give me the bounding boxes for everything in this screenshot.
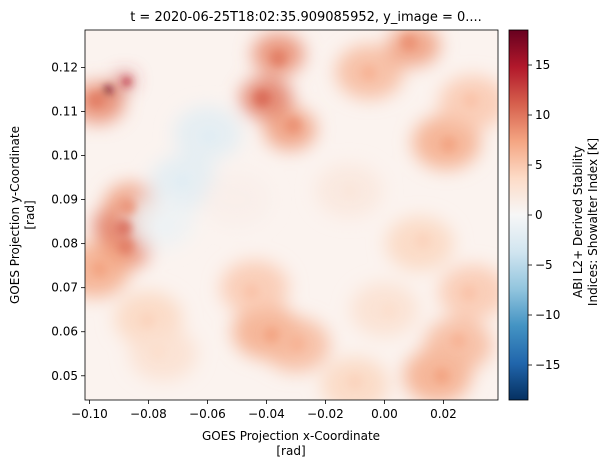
field-cell [117,238,134,255]
x-axis: −0.10 −0.08 −0.06 −0.04 −0.02 0.00 0.02 [71,400,457,421]
colorbar-tick-label: 10 [535,108,550,122]
chart-title: t = 2020-06-25T18:02:35.909085952, y_ima… [130,10,482,25]
field-cell [121,76,132,87]
y-tick-label: 0.09 [51,193,78,207]
y-axis: 0.05 0.06 0.07 0.08 0.09 0.10 0.11 0.12 [51,60,85,383]
field-cell [173,172,190,189]
colorbar-tick-label: −5 [535,258,553,272]
field-cell [285,117,302,134]
y-tick-label: 0.08 [51,237,78,251]
colorbar-tick-label: 15 [535,58,550,72]
colorbar-tick-label: −10 [535,308,560,322]
field-cell [288,335,305,352]
colorbar-label-line1: ABI L2+ Derived Stability [571,146,585,298]
field-cell [91,261,108,278]
field-cell [342,182,359,199]
field-cell [243,283,260,300]
field-cell [270,50,287,67]
field-cell [433,367,450,384]
x-axis-label: GOES Projection x-Coordinate [202,429,380,443]
x-axis-unit: [rad] [276,444,305,458]
field-cell [201,128,218,145]
colorbar-tick-label: 5 [535,158,543,172]
y-tick-label: 0.05 [51,369,78,383]
heatmap-area [84,29,499,401]
y-tick-label: 0.10 [51,149,78,163]
field-cell [346,373,363,390]
colorbar-tick-label: −15 [535,358,560,372]
x-tick-label: −0.04 [248,407,285,421]
field-cell [103,84,114,95]
field-cell [157,217,174,234]
y-axis-unit: [rad] [23,200,37,229]
heatmap-detail [88,34,479,390]
field-cell [150,343,167,360]
x-tick-label: 0.00 [371,407,398,421]
plot-frame [84,29,499,401]
y-tick-label: 0.07 [51,281,78,295]
colorbar-ticks: −15 −10 −5 0 5 10 15 [528,58,560,372]
field-cell [414,232,431,249]
field-cell [115,220,132,237]
y-tick-label: 0.12 [51,60,78,74]
x-tick-label: −0.06 [189,407,226,421]
field-cell [254,90,271,107]
field-cell [139,312,156,329]
colorbar-tick-label: 0 [535,208,543,222]
field-cell [462,92,479,109]
x-tick-label: 0.02 [430,407,457,421]
field-cell [119,198,136,215]
colorbar-label-line2: Indices: Showalter Index [K] [586,138,600,306]
field-cell [360,64,377,81]
y-axis-label: GOES Projection y-Coordinate [8,126,22,304]
field-cell [263,326,280,343]
colorbar: −15 −10 −5 0 5 10 15 ABI L2+ Derived Stability… [508,29,600,401]
y-tick-label: 0.06 [51,325,78,339]
field-cell [440,136,457,153]
y-tick-label: 0.11 [51,104,78,118]
field-cell [400,34,417,51]
field-cell [460,285,477,302]
colorbar-gradient [509,30,528,400]
x-tick-label: −0.08 [130,407,167,421]
heatmap-field [85,30,498,400]
field-cell [88,91,105,108]
field-cell [380,302,397,319]
x-tick-label: −0.10 [71,407,108,421]
field-cell [225,187,242,204]
x-tick-label: −0.02 [307,407,344,421]
field-cell [450,332,467,349]
